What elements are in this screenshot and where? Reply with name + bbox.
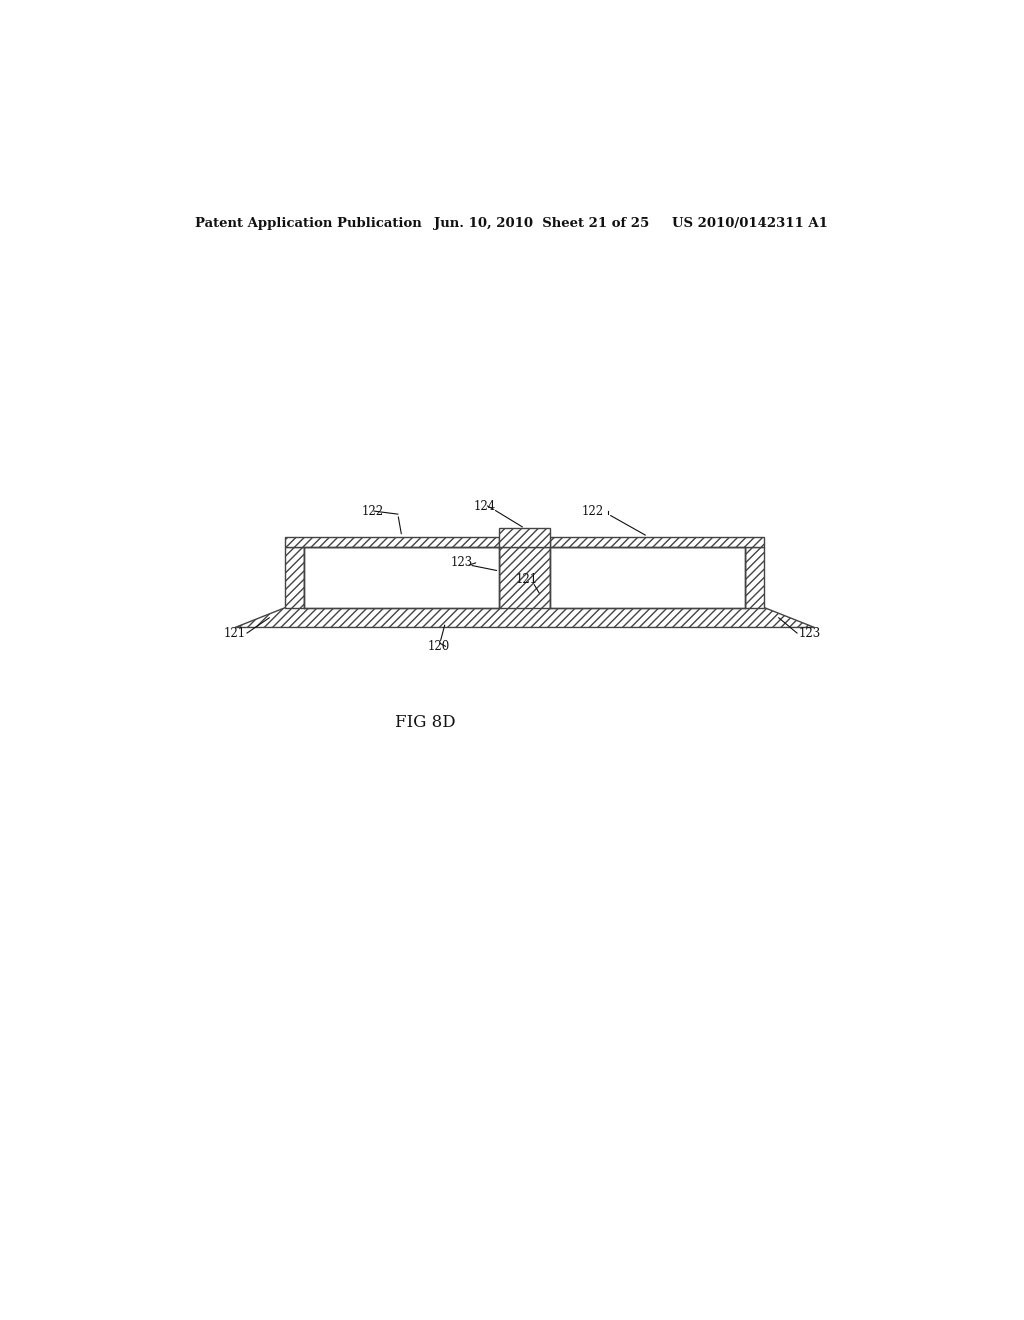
Text: 122: 122	[362, 504, 384, 517]
Bar	[500, 546, 550, 607]
Text: 123: 123	[799, 627, 821, 640]
Bar	[285, 546, 304, 607]
Polygon shape	[236, 607, 814, 627]
Text: 123: 123	[451, 557, 472, 569]
Bar	[550, 536, 765, 546]
Bar	[745, 546, 765, 607]
Bar	[304, 546, 500, 607]
Bar	[500, 528, 550, 546]
Bar	[550, 546, 745, 607]
Text: Patent Application Publication: Patent Application Publication	[196, 218, 422, 231]
Text: Jun. 10, 2010  Sheet 21 of 25: Jun. 10, 2010 Sheet 21 of 25	[433, 218, 649, 231]
Bar	[285, 536, 500, 546]
Text: 120: 120	[428, 640, 451, 653]
Text: 122: 122	[582, 504, 604, 517]
Text: US 2010/0142311 A1: US 2010/0142311 A1	[672, 218, 827, 231]
Text: 121: 121	[515, 573, 538, 586]
Text: FIG 8D: FIG 8D	[395, 714, 456, 731]
Text: 121: 121	[223, 627, 246, 640]
Text: 124: 124	[474, 499, 497, 512]
